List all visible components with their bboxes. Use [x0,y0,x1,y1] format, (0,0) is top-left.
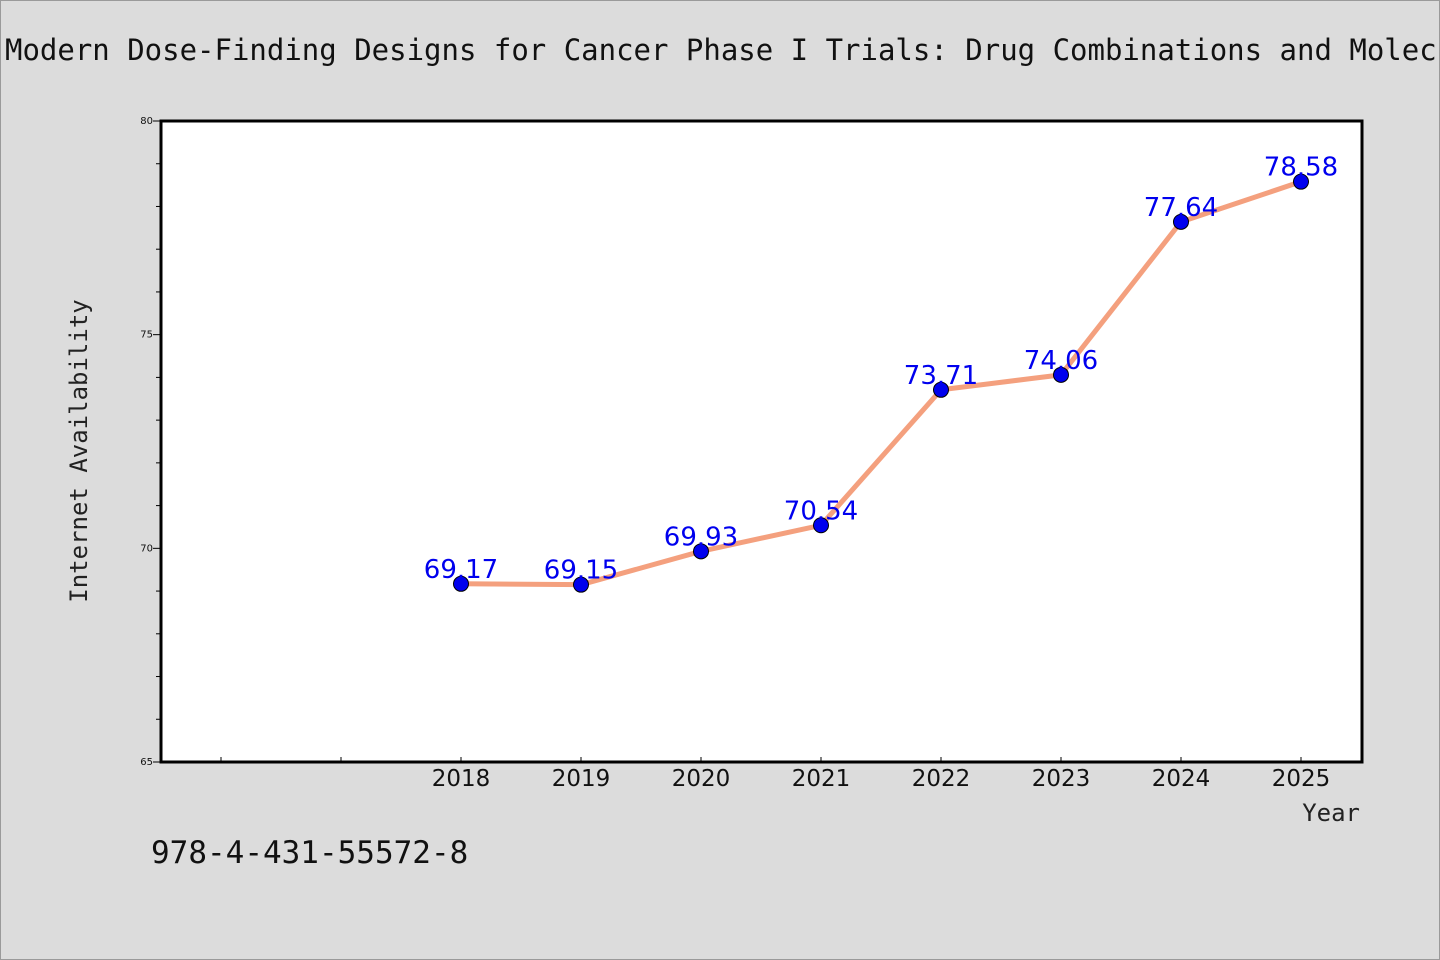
x-axis: 2018 2019 2020 2021 2022 2023 2024 2025 [220,757,1331,792]
data-label: 69.15 [544,556,618,586]
x-tick-label: 2024 [1152,766,1211,792]
data-point [1293,173,1309,190]
isbn-text: 978-4-431-55572-8 [151,835,469,871]
data-label: 69.93 [664,522,738,552]
y-tick-label: 80 [140,116,153,127]
y-axis-label: Internet Availability [65,299,93,602]
data-point [693,543,709,560]
x-axis-label: Year [1302,799,1360,827]
data-point [573,576,589,593]
plot-area [159,119,1364,764]
series-line [460,179,1302,588]
series-line-group [460,179,1302,588]
x-tick-label: 2021 [792,766,851,792]
chart-title: Modern Dose-Finding Designs for Cancer P… [5,33,1439,67]
data-label: 73.71 [904,361,978,391]
data-point [933,381,949,398]
data-label: 69.17 [424,555,498,585]
data-label: 77.64 [1144,193,1218,223]
data-point [1173,213,1189,230]
y-tick-label: 65 [140,757,153,768]
data-point [453,575,469,592]
x-tick-label: 2023 [1032,766,1091,792]
x-tick-label: 2022 [912,766,971,792]
data-labels-group: 69.17 69.15 69.93 70.54 73.71 74.06 77.64 78.58 [424,153,1338,586]
y-tick-label: 75 [140,330,153,341]
data-label: 74.06 [1024,346,1098,376]
x-tick-label: 2019 [552,766,611,792]
data-point [1053,366,1069,383]
y-axis: 65 70 75 80 [140,116,161,768]
x-tick-label: 2018 [432,766,491,792]
data-point [813,517,829,534]
data-label: 70.54 [784,496,858,526]
x-tick-label: 2020 [672,766,731,792]
data-label: 78.58 [1264,153,1338,183]
y-tick-label: 70 [140,543,153,554]
series-points-group [453,173,1309,593]
x-tick-label: 2025 [1272,766,1331,792]
